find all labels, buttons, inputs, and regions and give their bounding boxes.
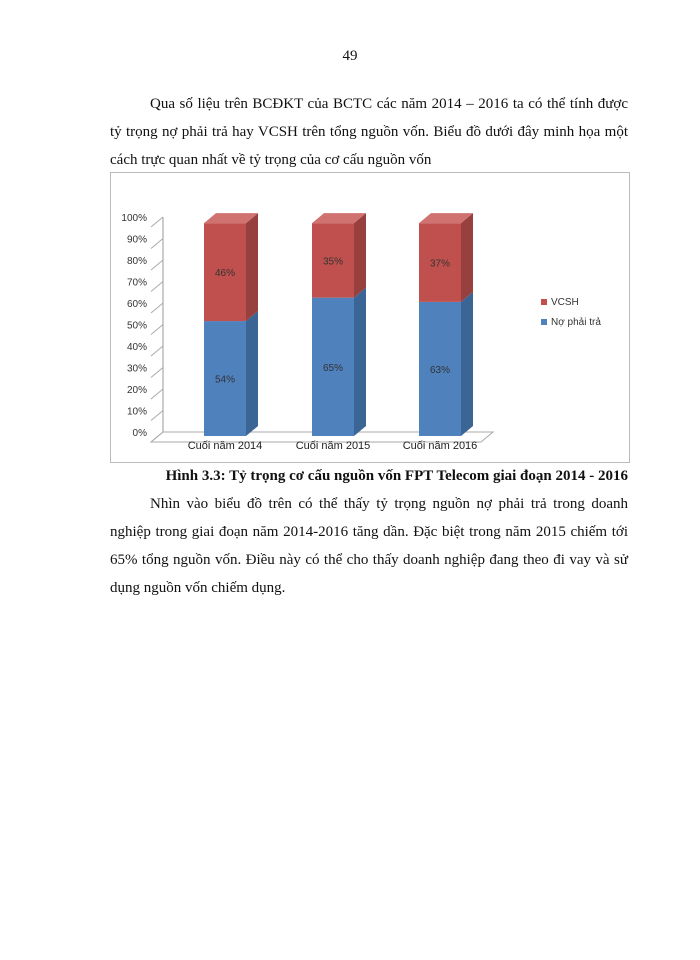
y-tick-label: 30% [127,364,147,375]
page-number: 49 [342,48,358,64]
data-label: 35% [323,256,343,267]
bar-side [461,213,473,302]
y-tick [150,324,164,335]
paragraph-intro-text: Qua số liệu trên BCĐKT của BCTC các năm … [110,96,628,168]
data-label: 63% [430,365,450,376]
data-label: 46% [215,268,235,279]
bar-segment [312,223,354,298]
bar-segment [419,301,461,436]
legend-swatch [541,319,547,325]
bar-side [246,311,258,436]
y-tick [150,410,164,421]
bar-segment [312,297,354,436]
x-tick-label: Cuối năm 2015 [296,440,371,452]
y-tick-label: 100% [121,213,147,224]
bar-top [419,213,473,224]
y-tick [150,388,164,400]
legend-label: VCSH [551,297,579,308]
y-tick-label: 40% [127,342,147,353]
y-tick-label: 10% [127,407,147,418]
y-tick [150,216,164,228]
bar-side [246,213,258,322]
y-tick-label: 50% [127,321,147,332]
bar-top [204,213,258,224]
y-tick-label: 70% [127,278,147,289]
y-tick [150,302,164,314]
legend-swatch [541,299,547,305]
y-tick [150,345,164,357]
x-tick-label: Cuối năm 2014 [188,440,263,452]
x-tick-label: Cuối năm 2016 [403,440,478,452]
legend-label: Nợ phải trả [551,317,601,328]
bar-top [312,213,366,224]
data-label: 37% [430,259,450,270]
y-tick [150,259,164,271]
data-label: 65% [323,363,343,374]
y-tick-label: 90% [127,235,147,246]
bar-segment [419,223,461,302]
y-tick [150,281,164,292]
y-tick [150,367,164,378]
paragraph-intro: Qua số liệu trên BCĐKT của BCTC các năm … [110,90,628,174]
stacked-bar-chart: 0% 10% 20% 30% 40% 50% 60% 70% 80% 90% 100% 54% 46% C… [110,172,630,463]
paragraph-analysis: Nhìn vào biểu đồ trên có thể thấy tỷ trọ… [110,490,628,602]
y-tick-label: 80% [127,256,147,267]
bar-side [461,291,473,436]
y-tick [150,431,164,443]
y-tick-label: 0% [133,428,148,439]
y-tick-label: 20% [127,385,147,396]
data-label: 54% [215,375,235,386]
bar-side [354,287,366,436]
figure-caption: Hình 3.3: Tỷ trọng cơ cấu nguồn vốn FPT … [165,468,628,484]
y-tick [150,238,164,249]
paragraph-analysis-text: Nhìn vào biểu đồ trên có thể thấy tỷ trọ… [110,496,628,596]
bar-segment [204,223,246,322]
bar-side [354,213,366,298]
y-tick-label: 60% [127,299,147,310]
bar-segment [204,321,246,436]
